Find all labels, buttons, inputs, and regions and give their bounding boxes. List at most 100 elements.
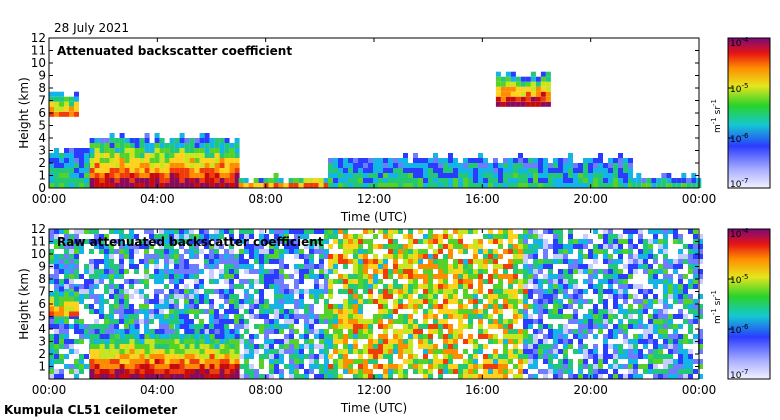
heatmap-cell <box>154 354 160 359</box>
heatmap-cell <box>59 334 64 339</box>
heatmap-cell <box>628 284 633 289</box>
heatmap-cell <box>678 249 683 254</box>
heatmap-cell <box>154 334 160 339</box>
heatmap-cell <box>403 244 408 249</box>
heatmap-cell <box>114 369 120 374</box>
heatmap-cell <box>673 259 678 264</box>
heatmap-cell <box>628 304 633 309</box>
heatmap-cell <box>398 254 403 259</box>
heatmap-cell <box>134 329 140 334</box>
heatmap-cell <box>540 81 546 87</box>
heatmap-cell <box>199 319 204 324</box>
heatmap-cell <box>493 299 498 304</box>
heatmap-cell <box>209 153 215 158</box>
heatmap-cell <box>428 178 433 183</box>
heatmap-cell <box>89 309 94 314</box>
heatmap-cell <box>658 319 663 324</box>
heatmap-cell <box>448 249 453 254</box>
site-label: Kumpula CL51 ceilometer <box>4 403 177 417</box>
heatmap-cell <box>393 239 398 244</box>
heatmap-cell <box>149 153 155 158</box>
y-tick-label: 2 <box>38 347 46 361</box>
heatmap-cell <box>643 264 648 269</box>
heatmap-cell <box>284 249 289 254</box>
heatmap-cell <box>458 329 463 334</box>
heatmap-cell <box>653 344 658 349</box>
heatmap-cell <box>64 173 69 178</box>
heatmap-cell <box>358 374 363 379</box>
heatmap-cell <box>219 319 224 324</box>
heatmap-cell <box>229 163 235 168</box>
heatmap-cell <box>633 244 638 249</box>
heatmap-cell <box>393 299 398 304</box>
heatmap-cell <box>623 329 628 334</box>
heatmap-cell <box>583 173 588 178</box>
heatmap-cell <box>224 183 230 188</box>
heatmap-cell <box>538 259 543 264</box>
heatmap-cell <box>668 229 673 234</box>
heatmap-cell <box>159 299 164 304</box>
heatmap-cell <box>628 249 633 254</box>
heatmap-cell <box>124 359 130 364</box>
heatmap-cell <box>194 299 199 304</box>
heatmap-cell <box>493 369 498 374</box>
heatmap-cell <box>393 158 398 163</box>
heatmap-cell <box>69 101 74 107</box>
heatmap-cell <box>588 173 593 178</box>
heatmap-cell <box>543 163 548 168</box>
heatmap-cell <box>513 339 518 344</box>
heatmap-cell <box>284 294 289 299</box>
heatmap-cell <box>174 349 180 354</box>
heatmap-cell <box>523 349 528 354</box>
heatmap-cell <box>129 148 135 153</box>
heatmap-cell <box>498 254 503 259</box>
heatmap-cell <box>149 364 155 369</box>
heatmap-cell <box>603 234 608 239</box>
heatmap-cell <box>498 359 503 364</box>
heatmap-cell <box>114 359 120 364</box>
heatmap-cell <box>378 334 383 339</box>
heatmap-cell <box>119 249 124 254</box>
heatmap-cell <box>403 314 408 319</box>
heatmap-cell <box>139 168 145 173</box>
heatmap-cell <box>59 374 64 379</box>
heatmap-cell <box>209 163 215 168</box>
heatmap-cell <box>194 138 200 143</box>
heatmap-cell <box>109 309 114 314</box>
heatmap-cell <box>204 138 210 143</box>
heatmap-cell <box>453 269 458 274</box>
heatmap-cell <box>453 289 458 294</box>
heatmap-cell <box>184 168 190 173</box>
heatmap-cell <box>119 369 125 374</box>
heatmap-cell <box>314 299 319 304</box>
heatmap-cell <box>663 334 668 339</box>
heatmap-1 <box>49 71 702 188</box>
heatmap-cell <box>244 344 249 349</box>
heatmap-cell <box>418 168 423 173</box>
heatmap-cell <box>523 259 528 264</box>
heatmap-cell <box>144 364 150 369</box>
heatmap-cell <box>533 354 538 359</box>
heatmap-cell <box>468 319 473 324</box>
heatmap-cell <box>129 249 134 254</box>
heatmap-cell <box>518 158 523 163</box>
colorbar-tick-label: 10-4 <box>730 36 749 49</box>
heatmap-cell <box>453 244 458 249</box>
heatmap-cell <box>448 359 453 364</box>
heatmap-cell <box>358 163 363 168</box>
heatmap-cell <box>219 178 225 183</box>
heatmap-cell <box>608 173 613 178</box>
heatmap-cell <box>643 299 648 304</box>
heatmap-cell <box>299 294 304 299</box>
heatmap-cell <box>328 334 333 339</box>
heatmap-cell <box>553 239 558 244</box>
heatmap-cell <box>79 244 84 249</box>
heatmap-cell <box>294 249 299 254</box>
heatmap-cell <box>114 284 119 289</box>
heatmap-cell <box>378 168 383 173</box>
heatmap-cell <box>658 244 663 249</box>
heatmap-cell <box>518 284 523 289</box>
heatmap-cell <box>508 264 513 269</box>
heatmap-cell <box>109 284 114 289</box>
heatmap-cell <box>568 249 573 254</box>
